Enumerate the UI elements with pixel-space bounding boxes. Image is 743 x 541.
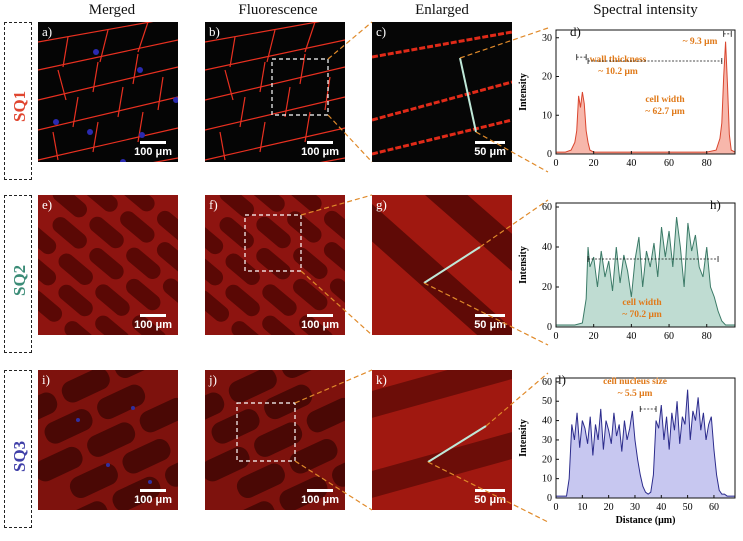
row-box-sq3: [4, 370, 32, 528]
panel-label: k): [376, 372, 387, 387]
scale-bar: 100 μm: [134, 489, 172, 506]
y-tick-label: 40: [542, 242, 552, 253]
panel-label: h): [710, 197, 721, 212]
scale-bar: 50 μm: [474, 489, 506, 506]
scale-bar: 100 μm: [134, 141, 172, 158]
y-tick-label: 30: [542, 33, 552, 44]
x-tick-label: 10: [577, 502, 587, 513]
y-axis-label: Intensity: [518, 246, 529, 284]
row-box-sq1: [4, 22, 32, 180]
annotation-text: ~ 9.3 μm: [683, 37, 718, 47]
y-tick-label: 0: [547, 493, 552, 504]
panel-label: b): [209, 24, 220, 39]
x-tick-label: 80: [702, 331, 712, 342]
image-enlarged-sq3: k) 50 μm: [372, 370, 512, 510]
chart-l: 0 10 20 30 40 50 60 0 10 20 30 40 50 60 Intensity Dista…: [510, 370, 743, 536]
panel-label: j): [209, 372, 217, 387]
x-tick-label: 20: [589, 158, 599, 169]
y-tick-label: 60: [542, 377, 552, 388]
scale-bar: 100 μm: [301, 141, 339, 158]
header-fluorescence: Fluorescence: [238, 2, 318, 18]
panel-label: d): [570, 24, 581, 39]
plot-frame: [555, 377, 736, 499]
image-merged-sq3: i) 100 μm: [38, 370, 178, 510]
panel-label: a): [42, 24, 53, 39]
y-tick-label: 20: [542, 72, 552, 83]
header-enlarged: Enlarged: [415, 2, 469, 18]
image-fluorescence-sq3: j) 100 μm: [205, 370, 345, 510]
scale-bar: 100 μm: [301, 314, 339, 331]
panel-label: e): [42, 197, 53, 212]
panel-label: c): [376, 24, 387, 39]
x-tick-label: 30: [630, 502, 640, 513]
y-tick-label: 10: [542, 474, 552, 485]
panel-label: i): [42, 372, 50, 387]
x-tick-label: 60: [664, 158, 674, 169]
x-tick-label: 80: [702, 158, 712, 169]
x-tick-label: 0: [554, 331, 559, 342]
header-merged: Merged: [88, 2, 136, 18]
scale-bar: 100 μm: [134, 314, 172, 331]
annotation-text: cell nucleus size: [603, 377, 667, 387]
y-tick-label: 0: [547, 149, 552, 160]
x-tick-label: 0: [554, 158, 559, 169]
series-line: [556, 216, 735, 326]
annotation-text: cell width: [645, 95, 685, 105]
y-axis-label: Intensity: [518, 419, 529, 457]
plot-frame: [555, 202, 736, 328]
panel-label: f): [209, 197, 218, 212]
x-tick-label: 60: [664, 331, 674, 342]
chart-d: 0 20 40 60 80 0 10 20 30 Intensity wall thickness ~…: [510, 22, 743, 182]
image-enlarged-sq1: c) 50 μm: [372, 22, 512, 162]
x-tick-label: 20: [589, 331, 599, 342]
y-tick-label: 30: [542, 435, 552, 446]
row-box-sq2: [4, 195, 32, 353]
x-tick-label: 40: [656, 502, 666, 513]
scale-bar: 100 μm: [301, 489, 339, 506]
x-tick-label: 60: [709, 502, 719, 513]
image-enlarged-sq2: g) 50 μm: [372, 195, 512, 335]
x-tick-label: 20: [604, 502, 614, 513]
x-axis-label: Distance (μm): [616, 515, 676, 526]
panel-label: l): [558, 372, 566, 387]
series-area: [556, 217, 735, 327]
y-axis-label: Intensity: [518, 73, 529, 111]
plot-frame: [555, 29, 736, 155]
scale-bar: 50 μm: [474, 141, 506, 158]
y-tick-label: 0: [547, 322, 552, 333]
image-fluorescence-sq2: f) 100 μm: [205, 195, 345, 335]
annotation-text: wall thickness: [590, 55, 647, 65]
header-spectral-intensity: Spectral intensity: [593, 2, 698, 18]
series-line: [556, 41, 736, 153]
image-merged-sq2: e) 100 μm: [38, 195, 178, 335]
y-tick-label: 20: [542, 454, 552, 465]
x-tick-label: 40: [626, 331, 636, 342]
annotation-text: ~ 10.2 μm: [598, 67, 638, 77]
x-tick-label: 50: [683, 502, 693, 513]
annotation-text: ~ 5.5 μm: [618, 389, 653, 399]
annotation-text: ~ 62.7 μm: [645, 107, 685, 117]
panel-label: g): [376, 197, 387, 212]
y-tick-label: 60: [542, 202, 552, 213]
annotation-text: cell width: [622, 298, 662, 308]
series-area: [556, 389, 735, 498]
y-tick-label: 50: [542, 396, 552, 407]
x-tick-label: 0: [554, 502, 559, 513]
y-tick-label: 10: [542, 110, 552, 121]
image-merged-sq1: a) 100 μm: [38, 22, 178, 162]
series-line: [556, 389, 735, 497]
annotation-text: ~ 70.2 μm: [622, 310, 662, 320]
image-fluorescence-sq1: b) 100 μm: [205, 22, 345, 162]
y-tick-label: 20: [542, 282, 552, 293]
y-tick-label: 40: [542, 416, 552, 427]
x-tick-label: 40: [626, 158, 636, 169]
chart-h: 0 20 40 60 80 0 20 40 60 Intensity cell width ~ 70.…: [510, 195, 743, 355]
